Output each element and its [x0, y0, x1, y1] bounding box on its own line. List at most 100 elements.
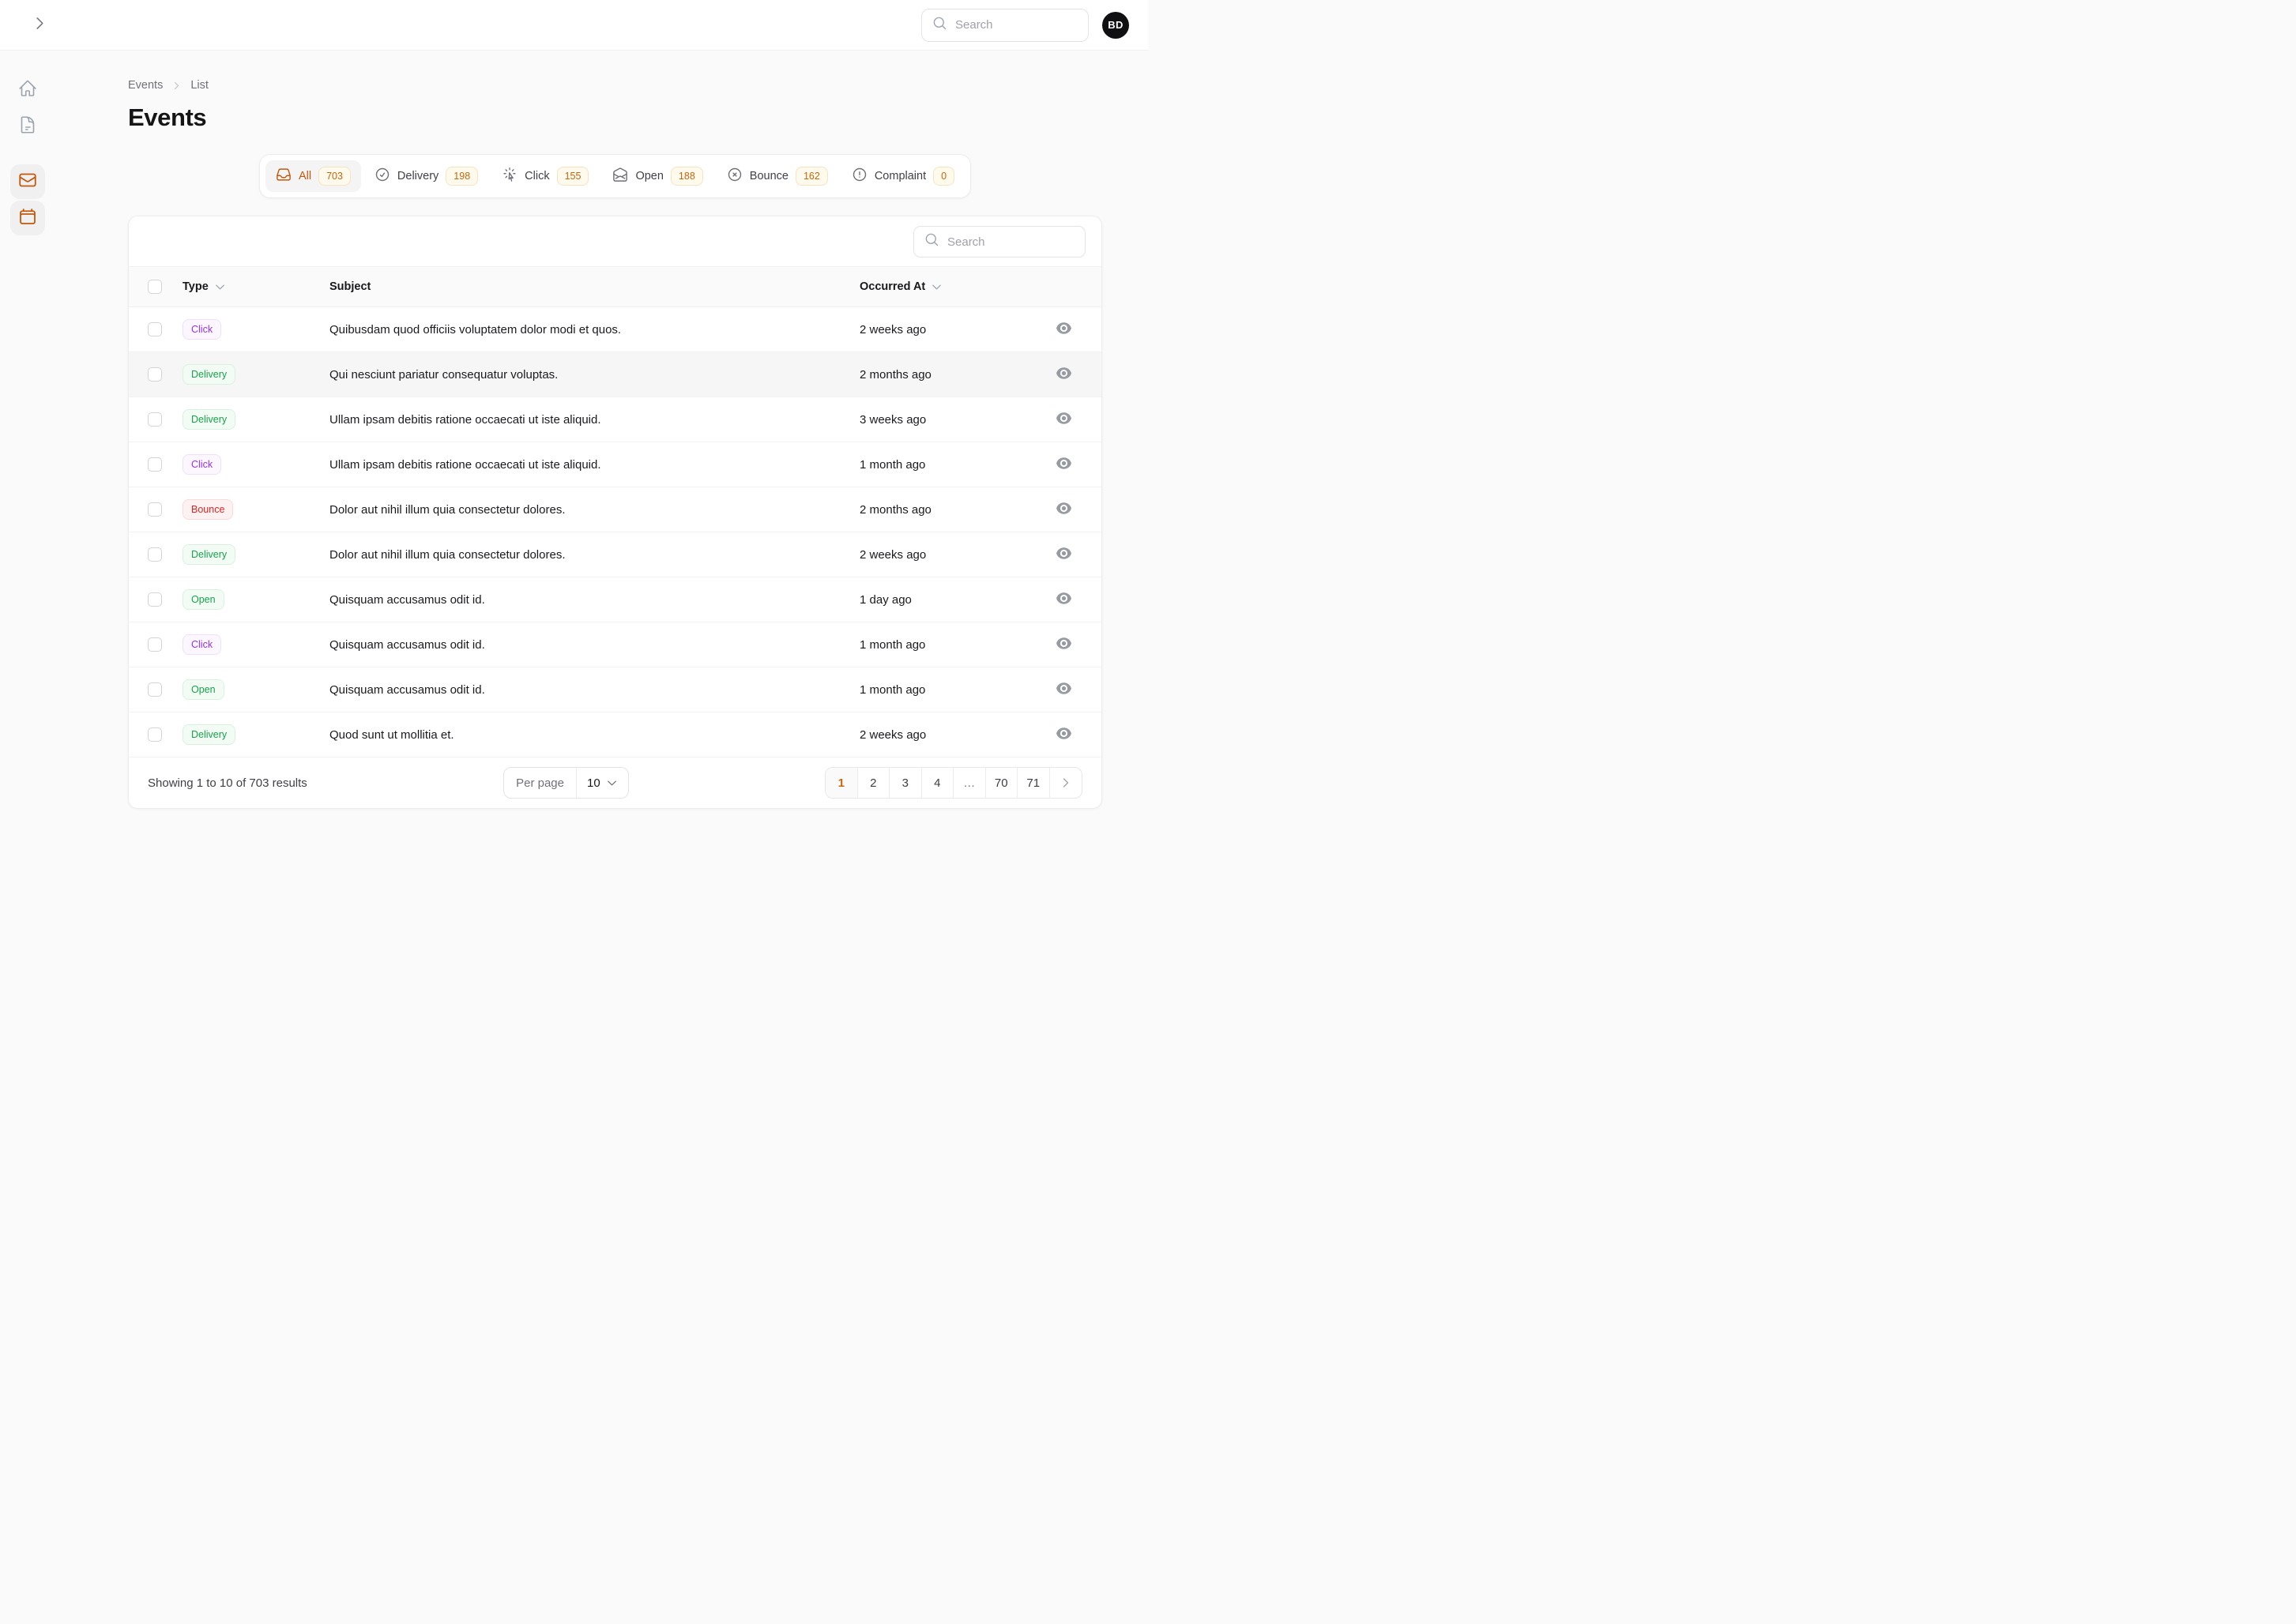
row-checkbox[interactable]: [148, 322, 162, 337]
view-button[interactable]: [1056, 635, 1072, 652]
envelope-icon: [18, 171, 37, 194]
page-button-70[interactable]: 70: [986, 768, 1018, 799]
view-button[interactable]: [1056, 455, 1072, 472]
tab-label: Delivery: [397, 170, 439, 183]
sidebar-item-documents[interactable]: [10, 109, 45, 144]
sidebar-item-emails[interactable]: [10, 164, 45, 199]
tab-complaint[interactable]: Complaint 0: [841, 160, 965, 192]
type-badge: Click: [183, 319, 222, 340]
tab-count-badge: 198: [446, 167, 479, 186]
envelope-open-icon: [612, 167, 628, 186]
page-button-2[interactable]: 2: [858, 768, 890, 799]
tab-count-badge: 0: [933, 167, 955, 186]
per-page-value: 10: [587, 776, 600, 790]
occurred-at-text: 2 months ago: [860, 367, 932, 382]
global-search[interactable]: [921, 8, 1089, 42]
view-button[interactable]: [1056, 680, 1072, 697]
view-button[interactable]: [1056, 725, 1072, 742]
table-search-input[interactable]: [947, 235, 1075, 249]
per-page-select[interactable]: 10: [577, 768, 628, 798]
occurred-at-text: 1 day ago: [860, 592, 912, 607]
view-button[interactable]: [1056, 410, 1072, 427]
table-search[interactable]: [913, 226, 1086, 258]
subject-text: Dolor aut nihil illum quia consectetur d…: [329, 547, 566, 562]
row-checkbox[interactable]: [148, 457, 162, 472]
type-badge: Bounce: [183, 499, 234, 521]
tab-all[interactable]: All 703: [265, 160, 361, 193]
tab-label: Complaint: [874, 170, 927, 183]
page-button-4[interactable]: 4: [922, 768, 954, 799]
type-badge: Delivery: [183, 364, 236, 385]
table-toolbar: [129, 216, 1101, 266]
topbar: BD: [0, 0, 1148, 51]
table-row: Delivery Ullam ipsam debitis ratione occ…: [129, 397, 1101, 443]
subject-text: Ullam ipsam debitis ratione occaecati ut…: [329, 457, 601, 472]
tab-label: All: [298, 170, 312, 183]
sidebar: [0, 51, 55, 812]
tab-count-badge: 155: [556, 167, 589, 186]
sidebar-item-events[interactable]: [10, 201, 45, 235]
page-button-71[interactable]: 71: [1018, 768, 1050, 799]
view-button[interactable]: [1056, 545, 1072, 562]
row-checkbox[interactable]: [148, 367, 162, 382]
chevron-right-icon: [32, 15, 48, 36]
tab-bounce[interactable]: Bounce 162: [717, 160, 838, 192]
content-area: Events List Events All 703 Delivery 19: [55, 51, 1148, 812]
sidebar-expand-button[interactable]: [25, 11, 54, 39]
row-checkbox[interactable]: [148, 592, 162, 607]
tab-open[interactable]: Open 188: [602, 160, 713, 192]
page-button-3[interactable]: 3: [890, 768, 922, 799]
page-button-1[interactable]: 1: [826, 768, 858, 799]
tab-label: Open: [635, 170, 664, 183]
type-badge: Delivery: [183, 409, 236, 430]
sidebar-item-home[interactable]: [10, 73, 45, 107]
subject-text: Quibusdam quod officiis voluptatem dolor…: [329, 322, 622, 336]
occurred-at-text: 1 month ago: [860, 457, 926, 472]
inbox-icon: [276, 167, 292, 186]
occurred-at-text: 2 weeks ago: [860, 322, 927, 336]
subject-text: Ullam ipsam debitis ratione occaecati ut…: [329, 412, 601, 427]
table-header-row: Type Subject Occurred At: [129, 266, 1101, 308]
tab-delivery[interactable]: Delivery 198: [364, 160, 488, 192]
sort-chevron-icon: [932, 284, 942, 290]
page-title: Events: [128, 103, 207, 131]
view-button[interactable]: [1056, 320, 1072, 336]
view-button[interactable]: [1056, 365, 1072, 382]
search-icon: [932, 16, 947, 35]
occurred-at-text: 2 months ago: [860, 502, 932, 517]
page-ellipsis: …: [954, 768, 986, 799]
table-footer: Showing 1 to 10 of 703 results Per page …: [129, 757, 1101, 808]
filter-tabs: All 703 Delivery 198 Click 155: [258, 154, 972, 199]
next-page-button[interactable]: [1050, 768, 1082, 798]
occurred-at-text: 2 weeks ago: [860, 547, 927, 562]
row-checkbox[interactable]: [148, 502, 162, 517]
table-row: Delivery Qui nesciunt pariatur consequat…: [129, 352, 1101, 398]
tab-count-badge: 162: [795, 167, 828, 186]
sort-chevron-icon: [215, 284, 224, 290]
row-checkbox[interactable]: [148, 412, 162, 427]
breadcrumb-events[interactable]: Events: [128, 79, 164, 92]
table-row: Open Quisquam accusamus odit id. 1 day a…: [129, 577, 1101, 623]
column-header-type[interactable]: Type: [183, 280, 226, 293]
type-badge: Delivery: [183, 544, 236, 566]
view-button[interactable]: [1056, 590, 1072, 607]
view-button[interactable]: [1056, 500, 1072, 517]
breadcrumb-list: List: [190, 79, 209, 92]
calendar-icon: [18, 207, 37, 230]
row-checkbox[interactable]: [148, 547, 162, 562]
table-row: Open Quisquam accusamus odit id. 1 month…: [129, 667, 1101, 713]
column-header-occurred-at[interactable]: Occurred At: [860, 280, 943, 293]
occurred-at-text: 1 month ago: [860, 682, 926, 697]
tab-click[interactable]: Click 155: [491, 160, 599, 192]
avatar[interactable]: BD: [1102, 11, 1129, 39]
global-search-input[interactable]: [955, 18, 1078, 32]
table-row: Delivery Quod sunt ut mollitia et. 2 wee…: [129, 712, 1101, 758]
tab-label: Bounce: [749, 170, 789, 183]
exclamation-circle-icon: [852, 167, 868, 186]
row-checkbox[interactable]: [148, 682, 162, 697]
select-all-checkbox[interactable]: [148, 280, 162, 295]
subject-text: Quisquam accusamus odit id.: [329, 592, 485, 607]
chevron-right-icon: [1063, 778, 1068, 788]
row-checkbox[interactable]: [148, 727, 162, 742]
row-checkbox[interactable]: [148, 637, 162, 652]
